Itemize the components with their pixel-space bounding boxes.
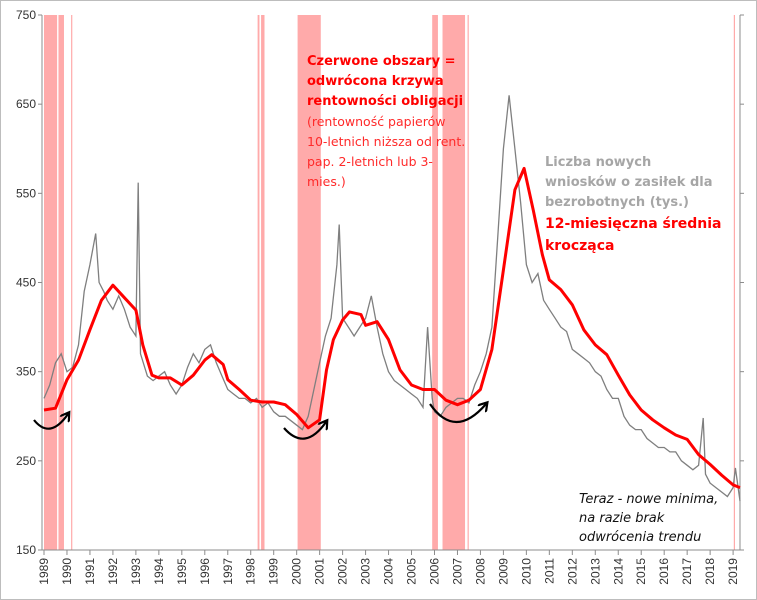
x-tick-label: 1997	[221, 558, 235, 585]
inversion-band	[71, 15, 73, 550]
arrow-2007	[429, 404, 486, 423]
x-tick-label: 2016	[657, 558, 671, 585]
inversion-band	[58, 15, 64, 550]
annotation-line: (rentowność papierów	[307, 114, 446, 129]
x-tick-label: 2015	[634, 558, 648, 585]
inversion-band	[44, 15, 58, 550]
x-tick-label: 2011	[542, 558, 556, 584]
x-tick-label: 2010	[519, 558, 533, 585]
annotation-line: mies.)	[307, 174, 346, 189]
annotation-line: 12-miesięczna średnia	[545, 216, 722, 232]
y-tick-label: 150	[16, 543, 36, 557]
x-tick-label: 1993	[129, 558, 143, 585]
inversion-band	[467, 15, 469, 550]
annotation-line: Teraz - nowe minima,	[579, 492, 719, 507]
annotation-line: pap. 2-letnich lub 3-	[307, 154, 433, 169]
x-tick-label: 2019	[726, 558, 740, 585]
inversion-band	[297, 15, 321, 550]
series-lines	[43, 95, 741, 502]
now-note: Teraz - nowe minima, na razie brak odwró…	[579, 490, 718, 547]
x-tick-label: 2001	[313, 558, 327, 585]
inversion-band	[733, 15, 735, 550]
x-tick-label: 1995	[175, 558, 189, 585]
x-tick-label: 1996	[198, 558, 212, 585]
x-tick-label: 1991	[83, 558, 97, 585]
x-tick-label: 2013	[588, 558, 602, 585]
x-tick-label: 2005	[405, 558, 419, 585]
y-tick-label: 350	[16, 365, 36, 379]
annotation-line: Czerwone obszary =	[307, 54, 456, 69]
x-tick-label: 2006	[427, 558, 441, 585]
inversion-title: Czerwone obszary = odwrócona krzywa rent…	[307, 52, 463, 112]
ma-series-label: 12-miesięczna średnia krocząca	[545, 213, 722, 257]
x-tick-label: 2007	[450, 558, 464, 585]
y-tick-label: 550	[16, 186, 36, 200]
inversion-band	[442, 15, 466, 550]
raw-series-label: Liczba nowych wniosków o zasiłek dla bez…	[545, 153, 713, 213]
x-tick-label: 1998	[244, 558, 258, 585]
x-tick-label: 1990	[60, 558, 74, 585]
x-tick-label: 1989	[37, 558, 51, 585]
inversion-band	[432, 15, 438, 550]
arrow-1989	[33, 414, 68, 430]
x-tick-label: 1999	[267, 558, 281, 585]
x-tick-label: 2004	[382, 558, 396, 585]
x-tick-label: 1994	[152, 558, 166, 585]
x-tick-label: 2008	[473, 558, 487, 585]
x-tick-label: 2000	[290, 558, 304, 585]
annotation-line: krocząca	[545, 238, 615, 254]
y-tick-label: 650	[16, 97, 36, 111]
annotation-line: rentowności obligacji	[307, 94, 464, 109]
moving-average-line	[43, 166, 741, 489]
arrow-2001	[283, 422, 326, 440]
inversion-bands	[44, 15, 735, 550]
x-tick-label: 2012	[565, 558, 579, 585]
annotation-line: bezrobotnych (tys.)	[545, 195, 689, 210]
annotation-line: 10-letnich niższa od rent.	[307, 134, 466, 149]
trend-arrows	[33, 404, 486, 440]
x-tick-label: 2017	[680, 558, 694, 585]
x-tick-label: 2003	[359, 558, 373, 585]
y-tick-label: 250	[16, 454, 36, 468]
raw-claims-line	[43, 95, 741, 502]
x-tick-label: 1992	[106, 558, 120, 585]
annotation-line: odwrócona krzywa	[307, 74, 444, 89]
x-tick-label: 2014	[611, 558, 625, 585]
x-tick-label: 2018	[703, 558, 717, 585]
annotation-line: Liczba nowych	[545, 155, 652, 170]
inversion-band	[257, 15, 260, 550]
inversion-note: (rentowność papierów 10-letnich niższa o…	[307, 112, 465, 192]
annotation-line: na razie brak	[579, 511, 665, 526]
axes: 150 250 350 450 550 650 750 1989 1990 1991 1992 199…	[16, 8, 744, 585]
y-tick-label: 450	[16, 276, 36, 290]
inversion-band	[261, 15, 265, 550]
y-tick-label: 750	[16, 8, 36, 22]
annotation-line: wniosków o zasiłek dla	[545, 175, 713, 190]
x-tick-label: 2002	[336, 558, 350, 585]
x-tick-label: 2009	[496, 558, 510, 585]
annotation-line: odwrócenia trendu	[579, 530, 702, 545]
